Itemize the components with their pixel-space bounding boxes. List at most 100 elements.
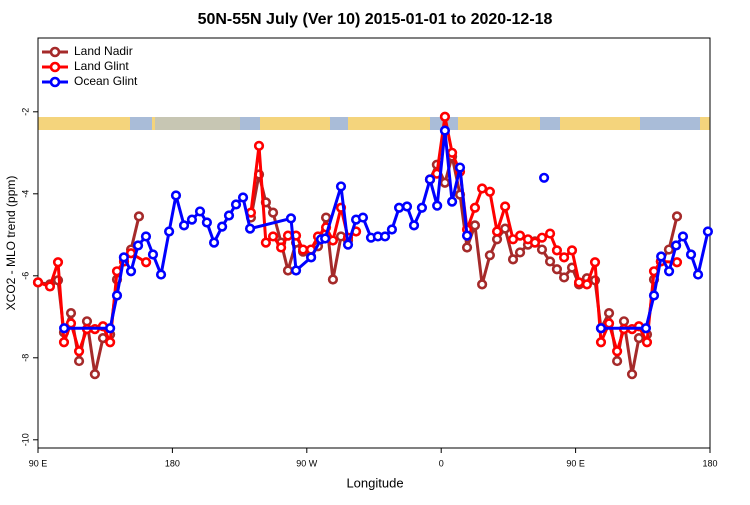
data-point <box>702 226 714 237</box>
data-point <box>164 226 175 237</box>
data-point <box>500 201 511 212</box>
data-point <box>612 355 623 367</box>
data-point <box>320 233 331 244</box>
data-point <box>81 316 93 327</box>
data-point <box>282 230 294 241</box>
data-point <box>544 228 556 239</box>
data-point <box>297 244 309 255</box>
data-point <box>640 323 652 334</box>
data-point <box>626 369 638 380</box>
data-point <box>484 250 495 261</box>
data-point <box>401 201 413 212</box>
data-point <box>536 232 548 243</box>
data-point <box>514 247 526 258</box>
data-point <box>538 172 550 183</box>
data-point <box>544 256 556 267</box>
data-point <box>641 337 653 348</box>
data-point <box>267 207 279 218</box>
y-tick-label: -8 <box>20 354 30 362</box>
data-point <box>208 237 220 248</box>
data-point <box>260 237 271 248</box>
data-point <box>147 249 159 260</box>
x-tick-label: 0 <box>439 458 444 468</box>
data-point <box>612 346 623 357</box>
data-point <box>447 147 458 158</box>
data-point <box>551 245 563 256</box>
data-point <box>125 266 137 277</box>
legend-label: Land Glint <box>74 59 129 73</box>
data-point <box>118 252 129 263</box>
data-point <box>677 231 689 242</box>
data-point <box>491 234 503 245</box>
data-point <box>663 266 675 277</box>
data-point <box>105 337 116 348</box>
data-point <box>477 183 488 194</box>
x-tick-label: 180 <box>702 458 717 468</box>
data-point <box>65 308 77 319</box>
data-point <box>105 323 116 334</box>
data-point <box>386 224 398 235</box>
data-point <box>327 274 339 285</box>
legend-label: Land Nadir <box>74 44 133 58</box>
x-tick-label: 90 W <box>296 458 318 468</box>
data-point <box>178 220 190 231</box>
data-point <box>692 269 704 280</box>
data-point <box>656 251 667 262</box>
data-point <box>170 190 182 201</box>
data-point <box>551 264 563 275</box>
data-point <box>237 192 249 203</box>
data-point <box>276 242 287 253</box>
data-point <box>424 174 436 185</box>
data-point <box>439 111 451 122</box>
data-point <box>44 281 56 292</box>
data-point <box>529 237 541 248</box>
data-point <box>461 242 473 253</box>
data-point <box>507 254 519 265</box>
data-point <box>566 245 578 256</box>
data-point <box>285 213 297 224</box>
data-point <box>671 240 682 251</box>
data-point <box>663 244 675 255</box>
data-point <box>685 249 697 260</box>
data-point <box>514 230 526 241</box>
y-tick-label: -10 <box>20 433 30 446</box>
data-point <box>223 210 235 221</box>
data-point <box>648 290 660 301</box>
data-point <box>671 211 683 222</box>
data-point <box>408 220 420 231</box>
data-point <box>618 316 630 327</box>
data-point <box>573 277 585 288</box>
plot-frame <box>37 37 711 449</box>
data-point <box>432 200 443 211</box>
data-point <box>393 202 405 213</box>
x-tick-label: 180 <box>165 458 180 468</box>
data-point <box>439 177 451 188</box>
data-point <box>454 162 466 173</box>
data-point <box>327 235 339 246</box>
data-point <box>306 252 317 263</box>
data-point <box>186 214 198 225</box>
data-point <box>290 265 302 276</box>
data-point <box>581 279 593 290</box>
legend-marker <box>49 76 61 88</box>
data-point <box>357 212 369 223</box>
y-tick-label: -6 <box>20 272 30 280</box>
legend-marker <box>49 46 61 58</box>
data-point <box>141 257 152 268</box>
data-point <box>671 257 683 268</box>
chart-title: 50N-55N July (Ver 10) 2015-01-01 to 2020… <box>198 11 553 28</box>
data-point <box>155 269 167 280</box>
data-point <box>416 202 428 213</box>
x-tick-label: 90 E <box>566 458 585 468</box>
data-point <box>89 369 100 380</box>
y-tick-label: -4 <box>20 190 30 198</box>
data-point <box>111 290 123 301</box>
data-point <box>595 337 607 348</box>
data-point <box>32 277 44 288</box>
data-point <box>461 230 473 241</box>
data-point <box>447 196 458 207</box>
data-point <box>559 272 570 283</box>
legend-marker <box>49 61 61 73</box>
